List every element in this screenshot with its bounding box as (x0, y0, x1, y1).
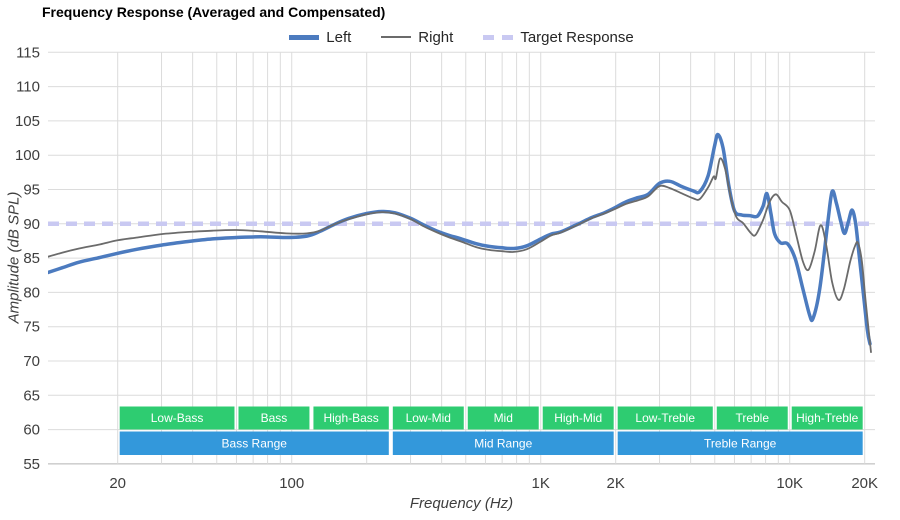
sub-band (617, 406, 713, 430)
y-tick-label: 100 (15, 147, 40, 164)
y-tick-label: 70 (23, 353, 40, 370)
y-tick-label: 75 (23, 319, 40, 336)
y-tick-label: 65 (23, 387, 40, 404)
sub-band-label: Mid (494, 411, 513, 425)
y-tick-label: 115 (16, 44, 40, 61)
sub-band (119, 406, 235, 430)
sub-band (238, 406, 310, 430)
range-bands: Low-Bass Bass High-Bass Low-Mid Mid High-Mid L… (119, 406, 863, 455)
range-band (617, 431, 863, 455)
page-title: Frequency Response (Averaged and Compens… (42, 4, 386, 20)
sub-band-label: High-Bass (323, 411, 378, 425)
x-tick-label: 100 (279, 475, 304, 492)
curves (48, 132, 872, 353)
left-curve (48, 132, 872, 346)
legend-label-target: Target Response (520, 28, 634, 46)
legend-label-right: Right (418, 28, 454, 46)
x-tick-label: 10K (776, 475, 803, 492)
sub-band-label: Bass (261, 411, 288, 425)
legend: Left Right Target Response (48, 27, 875, 47)
range-band-label: Bass Range (222, 436, 288, 450)
sub-band-label: High-Treble (796, 411, 859, 425)
legend-item-right: Right (381, 29, 453, 46)
left-line-swatch-icon (289, 34, 320, 40)
sub-band (542, 406, 614, 430)
sub-band (467, 406, 539, 430)
legend-item-left: Left (289, 29, 351, 46)
y-tick-label: 90 (23, 216, 40, 233)
x-tick-label: 20 (109, 475, 126, 492)
x-tick-label: 2K (607, 475, 625, 492)
y-tick-label: 110 (16, 79, 40, 96)
x-tick-label: 20K (851, 475, 878, 492)
sub-band-label: Low-Mid (406, 411, 451, 425)
y-tick-label: 95 (23, 182, 40, 199)
range-band (392, 431, 614, 455)
sub-band-label: Low-Bass (151, 411, 204, 425)
y-tick-label: 105 (15, 113, 40, 130)
sub-band (791, 406, 863, 430)
x-axis-title: Frequency (Hz) (409, 495, 514, 512)
right-line-swatch-icon (381, 36, 412, 38)
y-tick-label: 60 (23, 422, 40, 439)
target-dashed-swatch-icon (483, 34, 514, 40)
legend-label-left: Left (326, 28, 352, 46)
sub-band-label: High-Mid (554, 411, 602, 425)
range-band-label: Mid Range (474, 436, 532, 450)
range-band-label: Treble Range (704, 436, 777, 450)
sub-band-label: Low-Treble (635, 411, 695, 425)
y-tick-label: 85 (23, 250, 40, 267)
sub-band (313, 406, 389, 430)
y-tick-label: 55 (23, 456, 40, 473)
sub-band (716, 406, 788, 430)
grid (48, 51, 875, 465)
right-curve (48, 157, 872, 353)
x-tick-label: 1K (532, 475, 550, 492)
y-tick-label: 80 (23, 284, 40, 301)
range-band (119, 431, 389, 455)
legend-item-target: Target Response (483, 28, 634, 46)
sub-band-label: Treble (735, 411, 769, 425)
sub-band (392, 406, 464, 430)
tick-labels: 115 110 105 100 95 90 85 80 75 70 65 60 55 20 100 1K 2K 1… (15, 44, 878, 492)
